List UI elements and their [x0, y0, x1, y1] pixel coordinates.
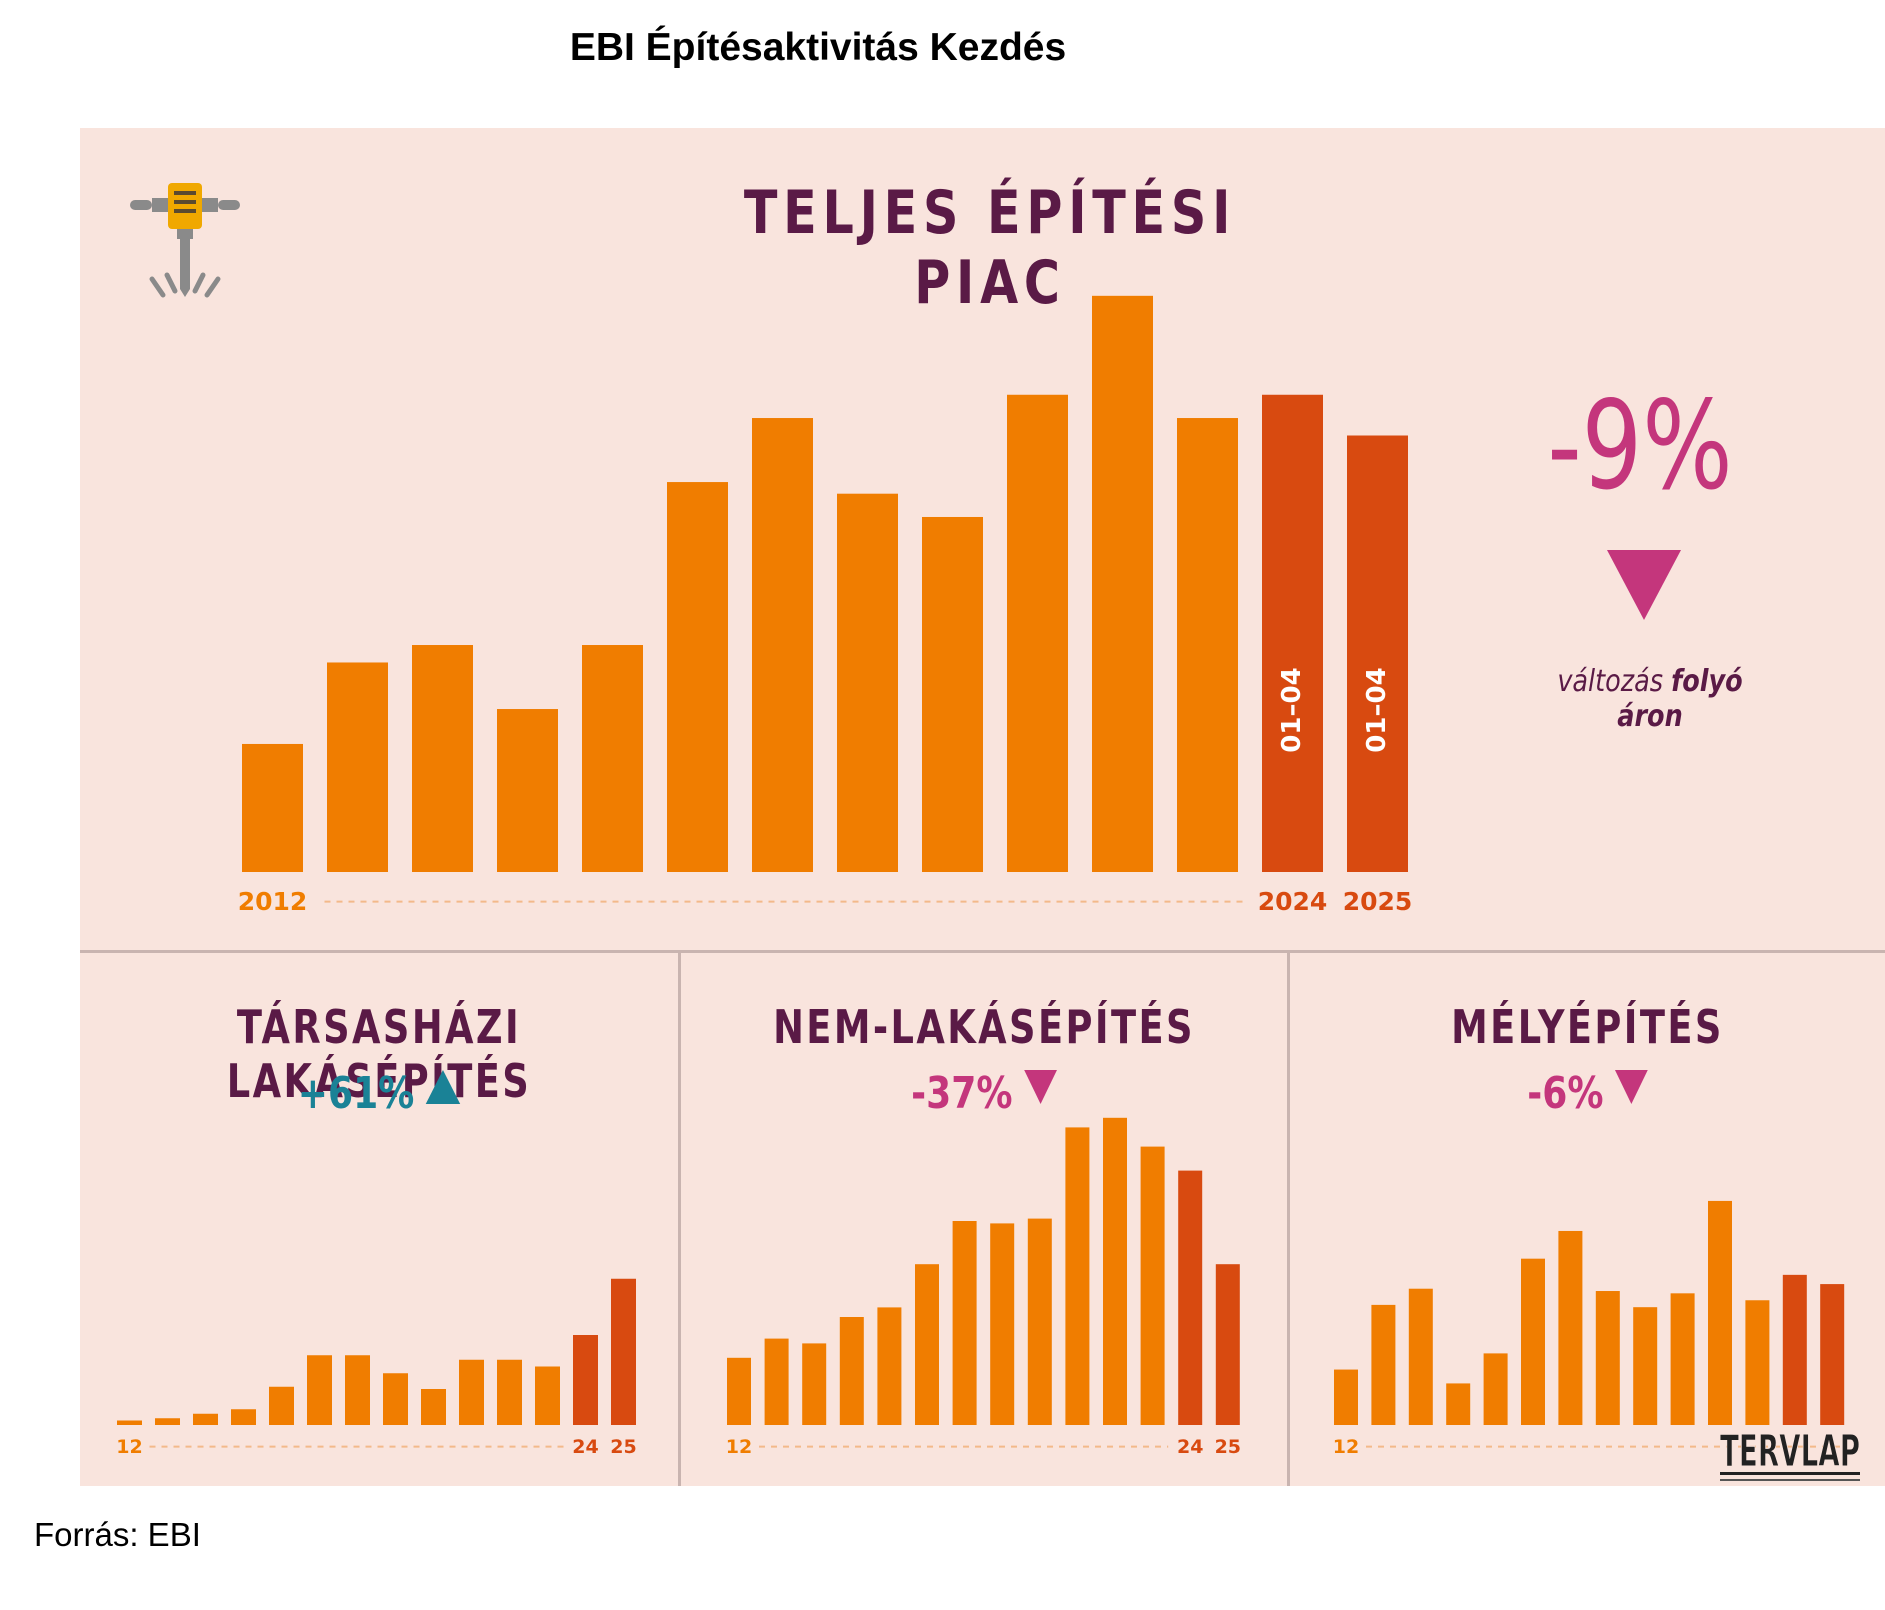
down-arrow-icon: [1024, 1070, 1057, 1104]
chart-2-bar-2022: [1103, 1117, 1127, 1425]
chart-0-tick-second-last: 2024: [1258, 887, 1328, 916]
chart-0-bar-2017: [667, 482, 728, 872]
column-divider-1: [678, 950, 681, 1486]
sub-change-2-value: -37%: [911, 1068, 1013, 1119]
chart-0-bar-2021: [1007, 394, 1068, 872]
chart-2-bar-2024: [1178, 1170, 1203, 1425]
main-chart-title: TELJES ÉPÍTÉSI PIAC: [743, 178, 1237, 318]
chart-1-bar-2025: [611, 1278, 636, 1425]
outer-title: EBI Építésaktivitás Kezdés: [569, 26, 1067, 69]
chart-2-bar-2016: [877, 1307, 902, 1425]
chart-1-bar-2015: [231, 1409, 256, 1425]
chart-1-bar-2023: [535, 1366, 560, 1425]
chart-0-bar-2018: [752, 418, 813, 872]
chart-0-bar-2025: [1347, 435, 1408, 872]
chart-2-bar-2015: [839, 1317, 864, 1425]
chart-0-bar-2016: [582, 645, 643, 872]
chart-2-bar-2012: [727, 1357, 751, 1425]
chart-2-tick-last: 25: [1215, 1436, 1241, 1458]
chart-1-bar-2017: [307, 1355, 332, 1425]
chart-1-bar-2024: [573, 1335, 598, 1425]
source-note: Forrás: EBI: [34, 1516, 201, 1553]
chart-1-bar-2013: [155, 1418, 180, 1425]
chart-2-bar-2025: [1215, 1264, 1240, 1425]
chart-3-tick-first: 12: [1333, 1436, 1359, 1458]
chart-3-bar-2023: [1745, 1300, 1770, 1425]
chart-0-bar-2020: [922, 516, 983, 872]
chart-3-bar-2020: [1633, 1307, 1658, 1425]
chart-0-bar-2015: [497, 709, 558, 872]
section-divider: [80, 950, 1885, 953]
chart-3-bar-2025: [1820, 1284, 1845, 1425]
chart-3-bar-2016: [1483, 1353, 1508, 1425]
chart-0-bar-2014: [412, 645, 473, 872]
chart-3-bar-2021: [1670, 1293, 1695, 1425]
chart-0-tick-first: 2012: [238, 887, 308, 916]
chart-1-bar-2014: [193, 1413, 218, 1425]
chart-3-bar-2013: [1371, 1304, 1396, 1425]
sub-title-1: TÁRSASHÁZI LAKÁSÉPÍTÉS: [226, 1000, 532, 1108]
up-arrow-icon: [425, 1070, 461, 1104]
chart-1-bar-2019: [383, 1373, 408, 1425]
chart-0-bar-2023: [1177, 418, 1238, 872]
chart-2-bar-2014: [802, 1343, 827, 1425]
sub-change-1-value: +61%: [297, 1068, 415, 1119]
chart-3-bar-2017: [1521, 1258, 1545, 1425]
sub-title-2: NEM-LAKÁSÉPÍTÉS: [773, 1000, 1195, 1054]
chart-3-bar-2012: [1334, 1369, 1358, 1425]
chart-2-tick-second-last: 24: [1177, 1436, 1203, 1458]
change-note: változás folyó áron: [1523, 664, 1778, 734]
chart-3-bar-2014: [1408, 1288, 1433, 1425]
sub-title-3: MÉLYÉPÍTÉS: [1451, 1000, 1724, 1054]
chart-3-bar-2015: [1446, 1383, 1471, 1425]
down-arrow-icon: [1614, 1070, 1648, 1104]
chart-1-tick-last: 25: [610, 1436, 636, 1458]
chart-1-bar-2012: [117, 1420, 142, 1425]
chart-0-bar-2012: [242, 743, 303, 872]
chart-1-tick-first: 12: [116, 1436, 142, 1458]
chart-2-bar-2020: [1027, 1218, 1052, 1425]
chart-3-bar-2019: [1595, 1291, 1620, 1425]
chart-1-bar-2018: [345, 1355, 370, 1425]
chart-2-bar-2021: [1065, 1127, 1090, 1425]
chart-3-bar-2018: [1558, 1230, 1583, 1425]
chart-0-bar-label-2025: 01–04: [1362, 667, 1392, 752]
sub-change-2: -37%: [736, 1068, 1233, 1119]
change-note-bold: folyó áron: [1617, 664, 1743, 734]
chart-0-bar-2024: [1262, 394, 1323, 872]
sub-change-3: -6%: [1344, 1068, 1832, 1119]
column-divider-2: [1287, 950, 1290, 1486]
chart-1-bar-2022: [497, 1359, 522, 1425]
chart-0-bar-label-2024: 01–04: [1277, 667, 1307, 752]
chart-1-bar-2021: [459, 1359, 484, 1425]
chart-0-bar-2019: [837, 493, 898, 872]
down-arrow-icon: [1607, 550, 1681, 620]
chart-2-bar-2023: [1140, 1146, 1165, 1425]
chart-3-bar-2022: [1708, 1200, 1732, 1425]
chart-0-bar-2022: [1092, 295, 1153, 872]
chart-2-bar-2017: [915, 1264, 939, 1425]
chart-2-bar-2019: [990, 1223, 1015, 1425]
main-change-value: -9%: [1547, 375, 1733, 517]
chart-2-bar-2013: [764, 1338, 789, 1425]
chart-1-bar-2020: [421, 1389, 446, 1425]
chart-1-tick-second-last: 24: [572, 1436, 598, 1458]
chart-2-tick-first: 12: [726, 1436, 752, 1458]
chart-3-bar-2024: [1782, 1274, 1807, 1425]
chart-1-bar-2016: [269, 1386, 294, 1425]
chart-2-bar-2018: [952, 1221, 977, 1425]
chart-0-tick-last: 2025: [1343, 887, 1413, 916]
sub-change-3-value: -6%: [1527, 1068, 1604, 1119]
change-note-prefix: változás: [1557, 664, 1672, 699]
chart-0-bar-2013: [327, 662, 388, 872]
sub-change-1: +61%: [134, 1068, 624, 1119]
